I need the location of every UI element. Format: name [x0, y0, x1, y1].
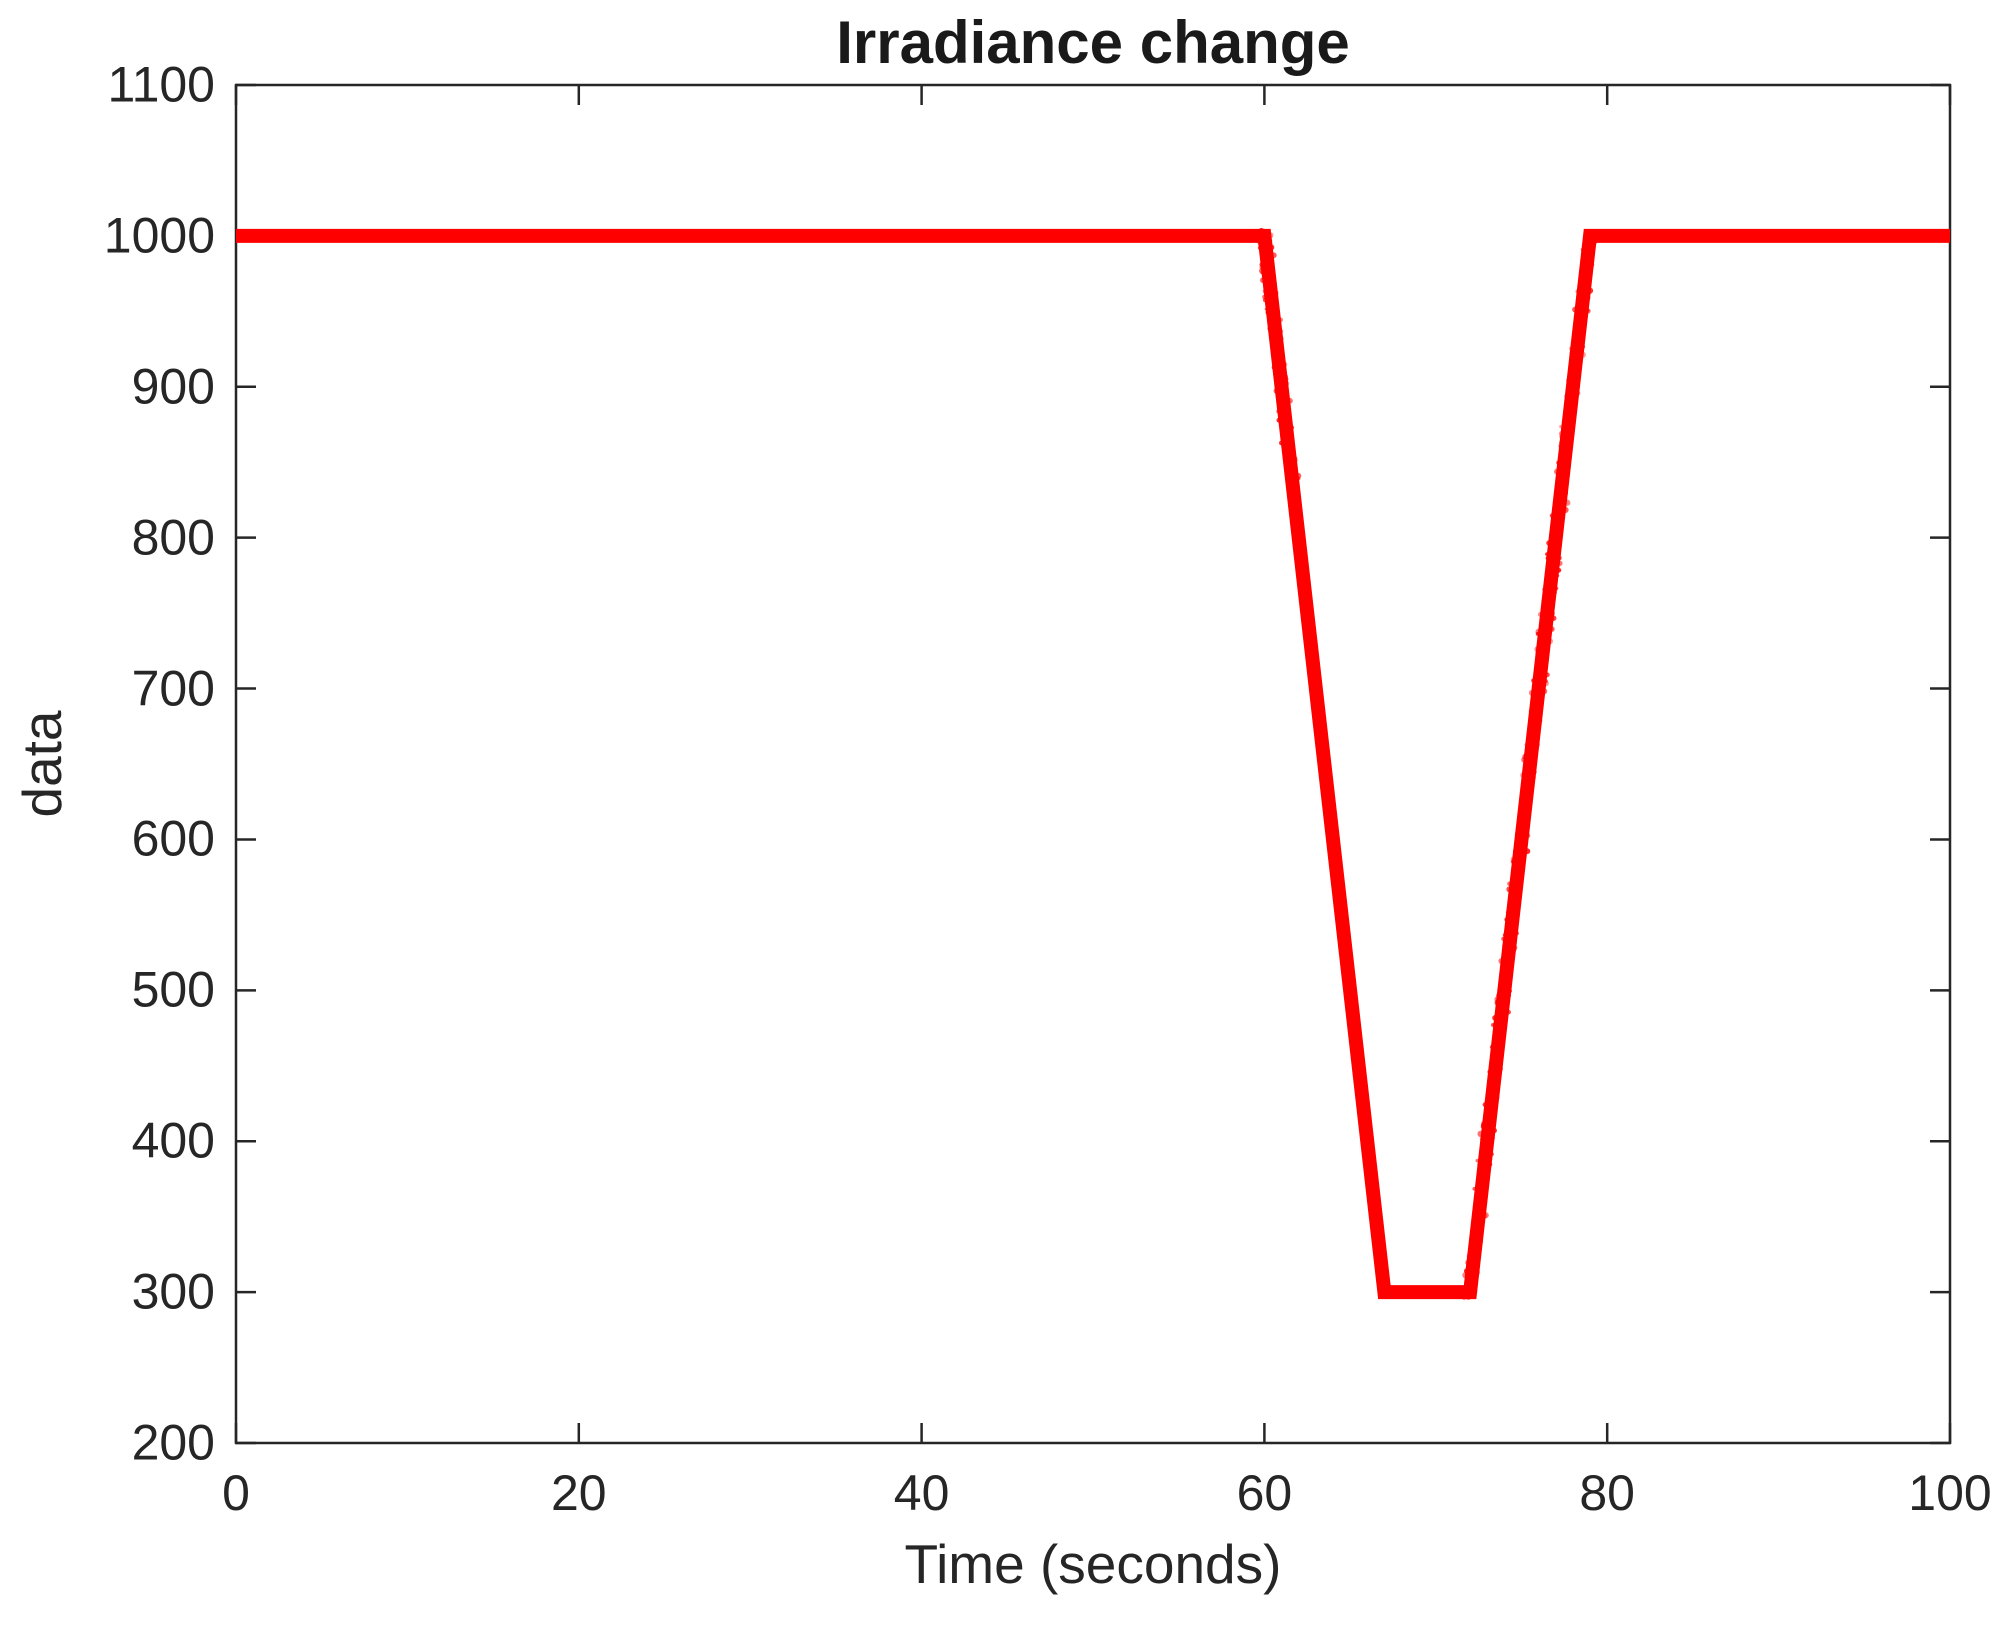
- y-tick-label: 200: [131, 1414, 215, 1471]
- x-tick-label: 80: [1579, 1465, 1635, 1521]
- y-tick-label: 1100: [107, 56, 215, 113]
- y-tick-label: 300: [131, 1263, 215, 1320]
- chart-title: Irradiance change: [836, 9, 1350, 76]
- y-tick-label: 400: [131, 1112, 215, 1169]
- y-tick-label: 900: [131, 358, 215, 415]
- x-tick-label: 60: [1236, 1465, 1293, 1521]
- x-tick-label: 100: [1908, 1465, 1992, 1521]
- y-tick-label: 800: [131, 509, 215, 566]
- y-tick-label: 500: [131, 961, 215, 1018]
- x-tick-label: 0: [222, 1465, 250, 1521]
- x-axis-label: Time (seconds): [904, 1533, 1282, 1595]
- axes-box-and-ticks: [234, 83, 1952, 1445]
- y-tick-label: 600: [131, 810, 215, 867]
- y-axis-label: data: [11, 710, 73, 818]
- x-tick-label: 40: [893, 1465, 950, 1521]
- irradiance-line-series: [236, 227, 1950, 1301]
- x-tick-label: 20: [550, 1465, 607, 1521]
- y-tick-label: 1000: [103, 207, 215, 264]
- y-tick-label: 700: [131, 660, 215, 717]
